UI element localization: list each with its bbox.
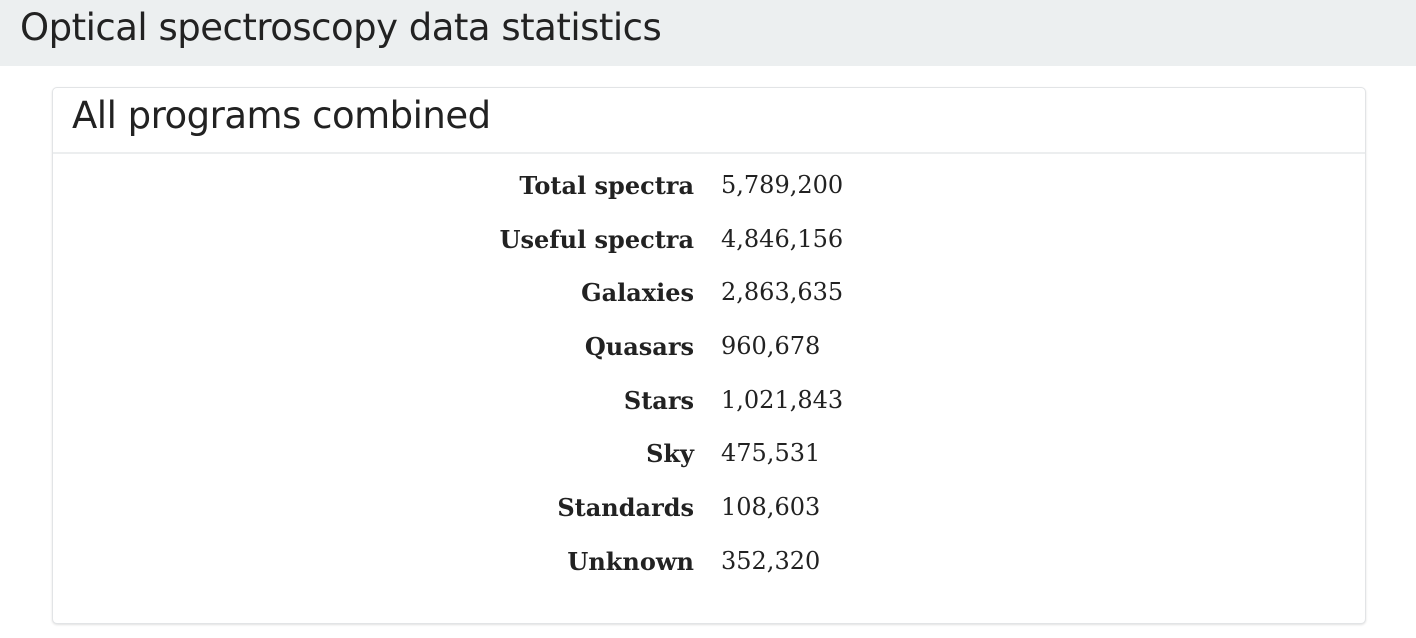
stat-row-useful-spectra: Useful spectra 4,846,156: [53, 225, 1365, 279]
card-header: All programs combined: [53, 88, 1365, 154]
stat-row-sky: Sky 475,531: [53, 439, 1365, 493]
stat-value: 4,846,156: [721, 224, 844, 253]
stat-label: Unknown: [567, 546, 694, 576]
stat-value: 1,021,843: [721, 385, 844, 414]
stat-row-unknown: Unknown 352,320: [53, 547, 1365, 601]
stat-row-quasars: Quasars 960,678: [53, 332, 1365, 386]
stat-value: 108,603: [721, 493, 821, 522]
stats-card: All programs combined Total spectra 5,78…: [52, 87, 1366, 624]
stat-label: Stars: [623, 385, 694, 415]
stat-row-stars: Stars 1,021,843: [53, 386, 1365, 440]
stat-label: Useful spectra: [499, 224, 694, 254]
page-title: Optical spectroscopy data statistics: [20, 6, 662, 49]
stat-row-galaxies: Galaxies 2,863,635: [53, 278, 1365, 332]
stat-label: Galaxies: [581, 278, 694, 308]
stat-row-total-spectra: Total spectra 5,789,200: [53, 171, 1365, 225]
page-header: Optical spectroscopy data statistics: [0, 0, 1416, 66]
stat-value: 960,678: [721, 332, 821, 361]
stat-label: Standards: [557, 493, 694, 523]
stat-label: Total spectra: [519, 171, 694, 200]
stat-value: 5,789,200: [721, 171, 844, 199]
stat-value: 352,320: [721, 546, 821, 575]
stat-row-standards: Standards 108,603: [53, 493, 1365, 547]
stats-table: Total spectra 5,789,200 Useful spectra 4…: [53, 171, 1365, 601]
stat-value: 2,863,635: [721, 278, 844, 307]
stat-label: Quasars: [584, 332, 694, 362]
stat-value: 475,531: [721, 439, 821, 468]
stat-label: Sky: [646, 439, 694, 469]
card-title: All programs combined: [72, 94, 491, 137]
